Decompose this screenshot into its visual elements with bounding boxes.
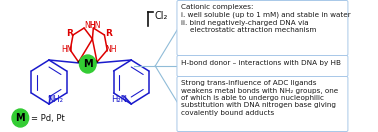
Text: = Pd, Pt: = Pd, Pt <box>31 114 65 122</box>
Circle shape <box>12 109 29 127</box>
Text: M: M <box>83 59 93 69</box>
FancyBboxPatch shape <box>177 77 348 131</box>
Text: R: R <box>66 29 73 37</box>
FancyBboxPatch shape <box>177 1 348 55</box>
Text: NH₂: NH₂ <box>48 95 64 103</box>
Text: Cationic complexes:
i. well soluble (up to 1 mM) and stable in water
ii. bind ne: Cationic complexes: i. well soluble (up … <box>181 4 351 33</box>
Text: NH: NH <box>105 44 117 53</box>
Text: H-bond donor – interactions with DNA by HB: H-bond donor – interactions with DNA by … <box>181 60 341 66</box>
Text: H₂N: H₂N <box>111 95 127 103</box>
Text: NH: NH <box>84 20 95 29</box>
Text: HN: HN <box>90 20 101 29</box>
FancyBboxPatch shape <box>177 55 348 77</box>
Text: Cl₂: Cl₂ <box>154 11 168 21</box>
Text: HN: HN <box>61 44 72 53</box>
Text: M: M <box>15 113 25 123</box>
Text: R: R <box>105 29 113 37</box>
Text: Strong trans-influence of ADC ligands
weakens metal bonds with NH₂ groups, one
o: Strong trans-influence of ADC ligands we… <box>181 80 338 116</box>
Circle shape <box>79 55 96 73</box>
